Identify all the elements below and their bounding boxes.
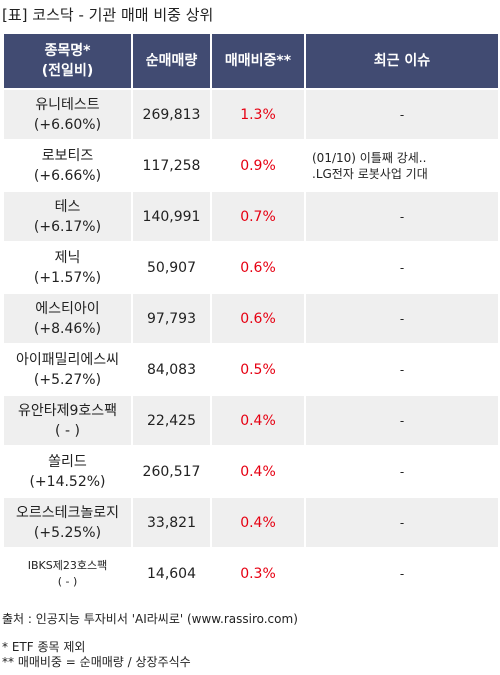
issue-line1: - [399, 209, 405, 224]
trade-ratio: 0.5% [212, 345, 306, 394]
stock-name-cell: 유안타제9호스팩 ( - ) [4, 396, 133, 445]
stock-name-cell: 아이패밀리에스씨 (+5.27%) [4, 345, 133, 394]
recent-issue: - [306, 243, 498, 292]
trade-ratio: 0.4% [212, 396, 306, 445]
table-header: 종목명* (전일비) 순매매량 매매비중** 최근 이슈 [4, 34, 498, 88]
stock-name-cell: 쏠리드 (+14.52%) [4, 447, 133, 496]
footnote-ratio: ** 매매비중 = 순매매량 / 상장주식수 [2, 655, 191, 669]
table-row: 쏠리드 (+14.52%) 260,517 0.4% - [4, 447, 498, 496]
trade-ratio: 0.4% [212, 447, 306, 496]
trade-ratio: 1.3% [212, 90, 306, 139]
recent-issue: - [306, 294, 498, 343]
page-title: [표] 코스닥 - 기관 매매 비중 상위 [2, 6, 214, 24]
ranking-table: 종목명* (전일비) 순매매량 매매비중** 최근 이슈 유니테스트 (+6.60… [4, 34, 498, 598]
net-volume: 84,083 [133, 345, 212, 394]
net-volume: 22,425 [133, 396, 212, 445]
stock-name: 오르스테크놀로지 [15, 504, 120, 521]
table-row: 테스 (+6.17%) 140,991 0.7% - [4, 192, 498, 241]
stock-change: ( - ) [57, 574, 78, 588]
source-note: 출처 : 인공지능 투자비서 'AI라씨로' (www.rassiro.com) [2, 612, 298, 626]
net-volume: 117,258 [133, 141, 212, 190]
table-row: 유니테스트 (+6.60%) 269,813 1.3% - [4, 90, 498, 139]
stock-name: 아이패밀리에스씨 [15, 351, 120, 368]
trade-ratio: 0.6% [212, 243, 306, 292]
stock-name-cell: 유니테스트 (+6.60%) [4, 90, 133, 139]
footnote-etf: * ETF 종목 제외 [2, 640, 86, 654]
header-net-volume: 순매매량 [133, 34, 212, 88]
header-ratio: 매매비중** [212, 34, 306, 88]
net-volume: 260,517 [133, 447, 212, 496]
stock-change: (+6.17%) [33, 218, 102, 235]
issue-line1: - [399, 464, 405, 479]
issue-line1: (01/10) 이틀째 강세.. [312, 150, 427, 165]
trade-ratio: 0.3% [212, 549, 306, 598]
net-volume: 269,813 [133, 90, 212, 139]
issue-line2: .LG전자 로봇사업 기대 [312, 166, 428, 181]
stock-name-cell: 에스티아이 (+8.46%) [4, 294, 133, 343]
issue-line1: - [399, 311, 405, 326]
issue-line1: - [399, 515, 405, 530]
net-volume: 14,604 [133, 549, 212, 598]
table-row: 유안타제9호스팩 ( - ) 22,425 0.4% - [4, 396, 498, 445]
stock-change: (+8.46%) [33, 320, 102, 337]
recent-issue: (01/10) 이틀째 강세.. .LG전자 로봇사업 기대 [306, 141, 498, 190]
stock-name-cell: 오르스테크놀로지 (+5.25%) [4, 498, 133, 547]
stock-change: (+1.57%) [33, 269, 102, 286]
header-name-line1: 종목명* [44, 43, 91, 59]
stock-name: 에스티아이 [35, 300, 100, 317]
net-volume: 33,821 [133, 498, 212, 547]
stock-name: 쏠리드 [48, 453, 87, 470]
stock-name-cell: 로보티즈 (+6.66%) [4, 141, 133, 190]
table-row: 아이패밀리에스씨 (+5.27%) 84,083 0.5% - [4, 345, 498, 394]
stock-name: 테스 [54, 198, 81, 215]
issue-line1: - [399, 260, 405, 275]
recent-issue: - [306, 396, 498, 445]
net-volume: 50,907 [133, 243, 212, 292]
issue-line1: - [399, 413, 405, 428]
recent-issue: - [306, 192, 498, 241]
trade-ratio: 0.4% [212, 498, 306, 547]
header-name-line2: (전일비) [41, 63, 94, 79]
stock-name: 로보티즈 [41, 147, 94, 164]
stock-name: IBKS제23호스팩 [27, 558, 108, 572]
net-volume: 97,793 [133, 294, 212, 343]
stock-change: (+6.66%) [33, 167, 102, 184]
recent-issue: - [306, 345, 498, 394]
recent-issue: - [306, 549, 498, 598]
table-row: 제닉 (+1.57%) 50,907 0.6% - [4, 243, 498, 292]
recent-issue: - [306, 90, 498, 139]
table-row: 오르스테크놀로지 (+5.25%) 33,821 0.4% - [4, 498, 498, 547]
issue-line1: - [399, 362, 405, 377]
recent-issue: - [306, 498, 498, 547]
recent-issue: - [306, 447, 498, 496]
issue-line1: - [399, 107, 405, 122]
stock-change: ( - ) [55, 422, 80, 439]
stock-name-cell: 제닉 (+1.57%) [4, 243, 133, 292]
stock-name-cell: IBKS제23호스팩 ( - ) [4, 549, 133, 598]
stock-name: 제닉 [54, 249, 81, 266]
table-row: 에스티아이 (+8.46%) 97,793 0.6% - [4, 294, 498, 343]
stock-name: 유안타제9호스팩 [17, 402, 118, 419]
stock-change: (+5.27%) [33, 371, 102, 388]
issue-line1: - [399, 566, 405, 581]
stock-change: (+5.25%) [33, 524, 102, 541]
table-body: 유니테스트 (+6.60%) 269,813 1.3% - 로보티즈 (+6.66%) 117… [4, 90, 498, 598]
stock-change: (+6.60%) [33, 116, 102, 133]
table-row: IBKS제23호스팩 ( - ) 14,604 0.3% - [4, 549, 498, 598]
net-volume: 140,991 [133, 192, 212, 241]
stock-name-cell: 테스 (+6.17%) [4, 192, 133, 241]
stock-change: (+14.52%) [29, 473, 106, 490]
trade-ratio: 0.7% [212, 192, 306, 241]
table-row: 로보티즈 (+6.66%) 117,258 0.9% (01/10) 이틀째 강세...… [4, 141, 498, 190]
header-issue: 최근 이슈 [373, 53, 431, 69]
trade-ratio: 0.9% [212, 141, 306, 190]
stock-name: 유니테스트 [35, 96, 100, 113]
header-name: 종목명* (전일비) [4, 34, 133, 88]
trade-ratio: 0.6% [212, 294, 306, 343]
